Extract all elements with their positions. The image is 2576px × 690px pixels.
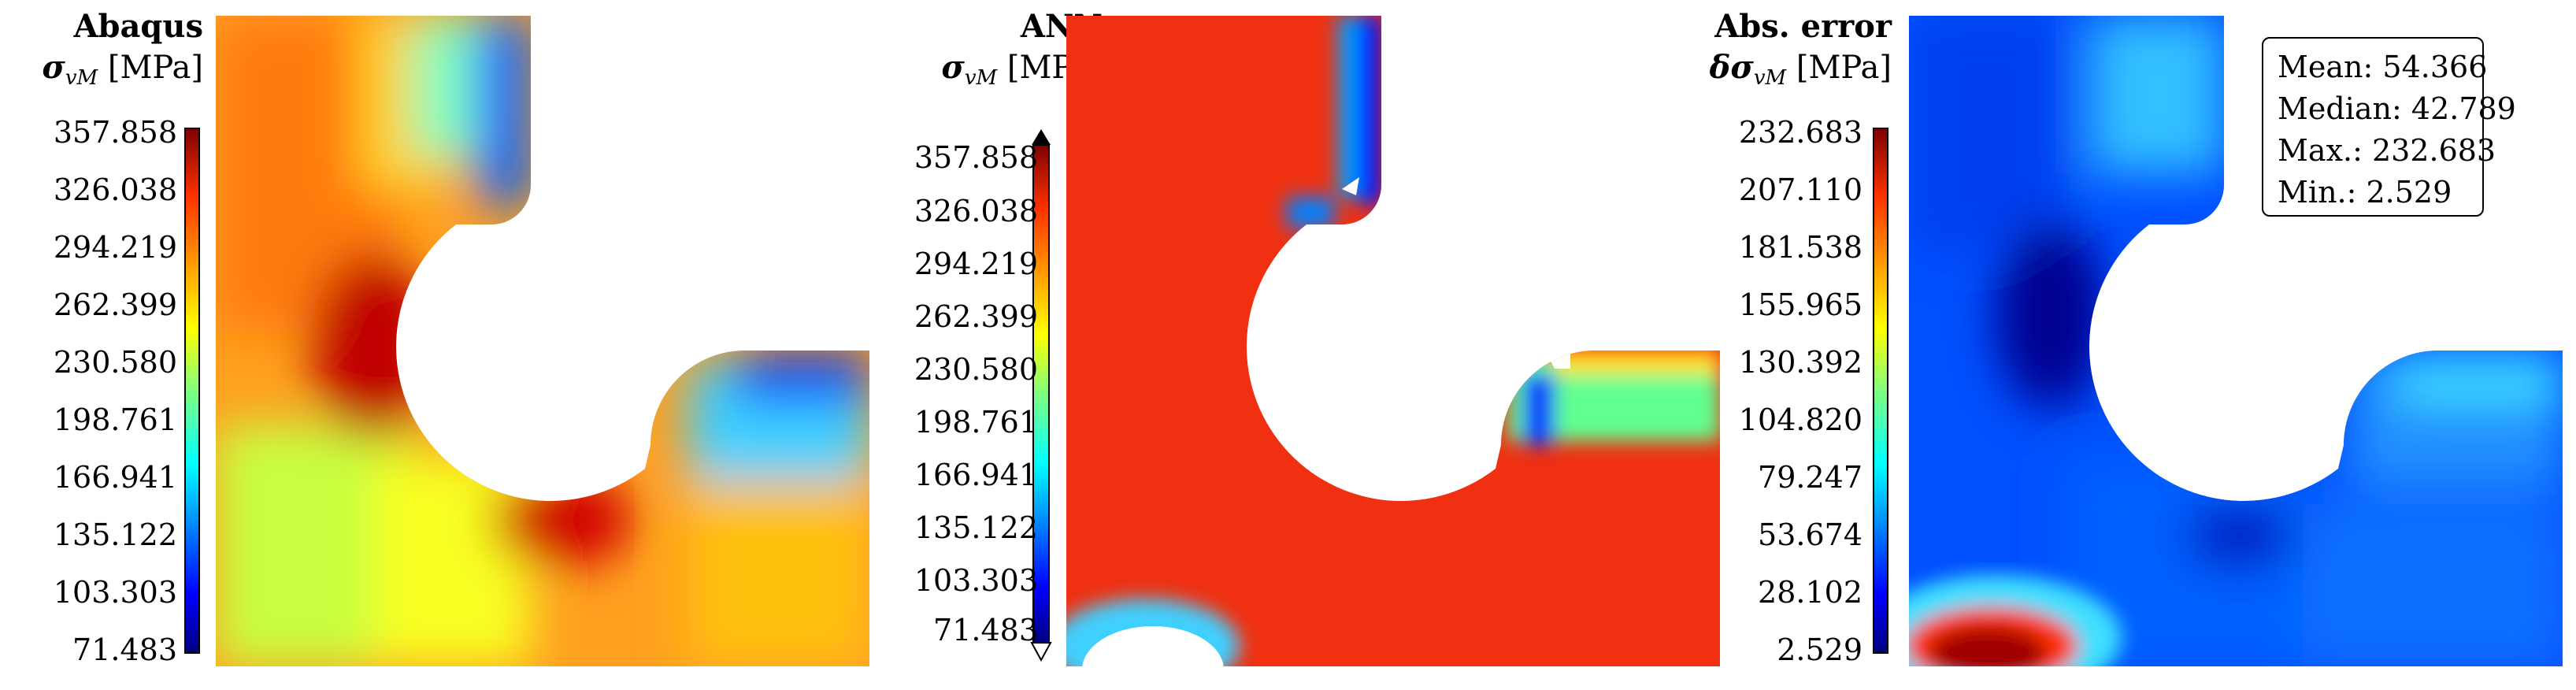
colorbar-tick: 181.538: [1738, 230, 1863, 265]
stress-field-abaqus: [216, 16, 869, 666]
colorbar-tick: 53.674: [1758, 518, 1863, 552]
unit-subscript: vM: [1753, 66, 1787, 90]
colorbar-tick: 104.820: [1738, 402, 1863, 437]
colorbar-tick: 166.941: [914, 458, 1038, 492]
colorbar-tick: 135.122: [914, 510, 1038, 545]
unit-symbol: σ: [42, 49, 65, 86]
colorbar-tick: 135.122: [53, 518, 177, 552]
stat-max: Max.: 232.683: [2278, 133, 2496, 168]
colorbar-tick: 155.965: [1738, 288, 1863, 322]
unit-subscript: vM: [964, 66, 998, 90]
colorbar-tick: 262.399: [53, 288, 177, 322]
error-statistics-box: Mean: 54.366 Median: 42.789 Max.: 232.68…: [2262, 37, 2516, 217]
panel-title: Abs. error: [1714, 8, 1892, 45]
colorbar-tick: 326.038: [53, 172, 177, 207]
colorbar-tick: 130.392: [1738, 345, 1863, 380]
colorbar-tick: 198.761: [53, 402, 177, 437]
colorbar-tick: 232.683: [1738, 115, 1863, 150]
panel-abs-error: Abs. error δσvM [MPa] 232.683 207.110 18…: [1701, 0, 2567, 690]
colorbar-tick: 230.580: [914, 352, 1038, 387]
stat-median: Median: 42.789: [2278, 91, 2516, 126]
colorbar-tick: 326.038: [914, 194, 1038, 228]
panel-ann: ANN σvM [MPa] 357.858 326.038 294.219 26…: [851, 0, 1720, 690]
colorbar-tick: 198.761: [914, 405, 1038, 440]
colorbar: [184, 128, 200, 654]
colorbar-tick: 166.941: [53, 460, 177, 495]
colorbar-tick: 357.858: [914, 140, 1038, 175]
stat-min: Min.: 2.529: [2278, 175, 2452, 210]
colorbar-tick: 103.303: [53, 575, 177, 610]
colorbar-tick: 207.110: [1738, 172, 1863, 207]
stress-field-ann: [1066, 16, 1720, 666]
colorbar-tick: 262.399: [914, 299, 1038, 334]
unit-subscript: vM: [65, 66, 98, 90]
colorbar-tick: 357.858: [53, 115, 177, 150]
unit-text: [MPa]: [98, 50, 203, 86]
colorbar-tick: 294.219: [53, 230, 177, 265]
colorbar-tick: 71.483: [933, 613, 1038, 647]
colorbar-tick: 294.219: [914, 247, 1038, 281]
panel-abaqus: Abaqus σvM [MPa] 357.858 326.038 294.219…: [0, 0, 869, 690]
panel-title: Abaqus: [73, 8, 204, 45]
unit-label: δσvM [MPa]: [1710, 49, 1892, 90]
colorbar-tick: 2.529: [1777, 632, 1863, 667]
stat-mean: Mean: 54.366: [2278, 50, 2488, 84]
colorbar-tick: 103.303: [914, 563, 1038, 598]
unit-symbol: δσ: [1709, 49, 1754, 86]
colorbar: [1030, 129, 1052, 662]
colorbar-tick: 79.247: [1758, 460, 1863, 495]
colorbar-tick: 71.483: [72, 632, 177, 667]
colorbar-tick: 230.580: [53, 345, 177, 380]
colorbar-tick: 28.102: [1758, 575, 1863, 610]
unit-symbol: σ: [941, 49, 965, 86]
colorbar: [1873, 128, 1888, 654]
unit-text: [MPa]: [1786, 50, 1892, 86]
unit-label: σvM [MPa]: [42, 49, 203, 90]
